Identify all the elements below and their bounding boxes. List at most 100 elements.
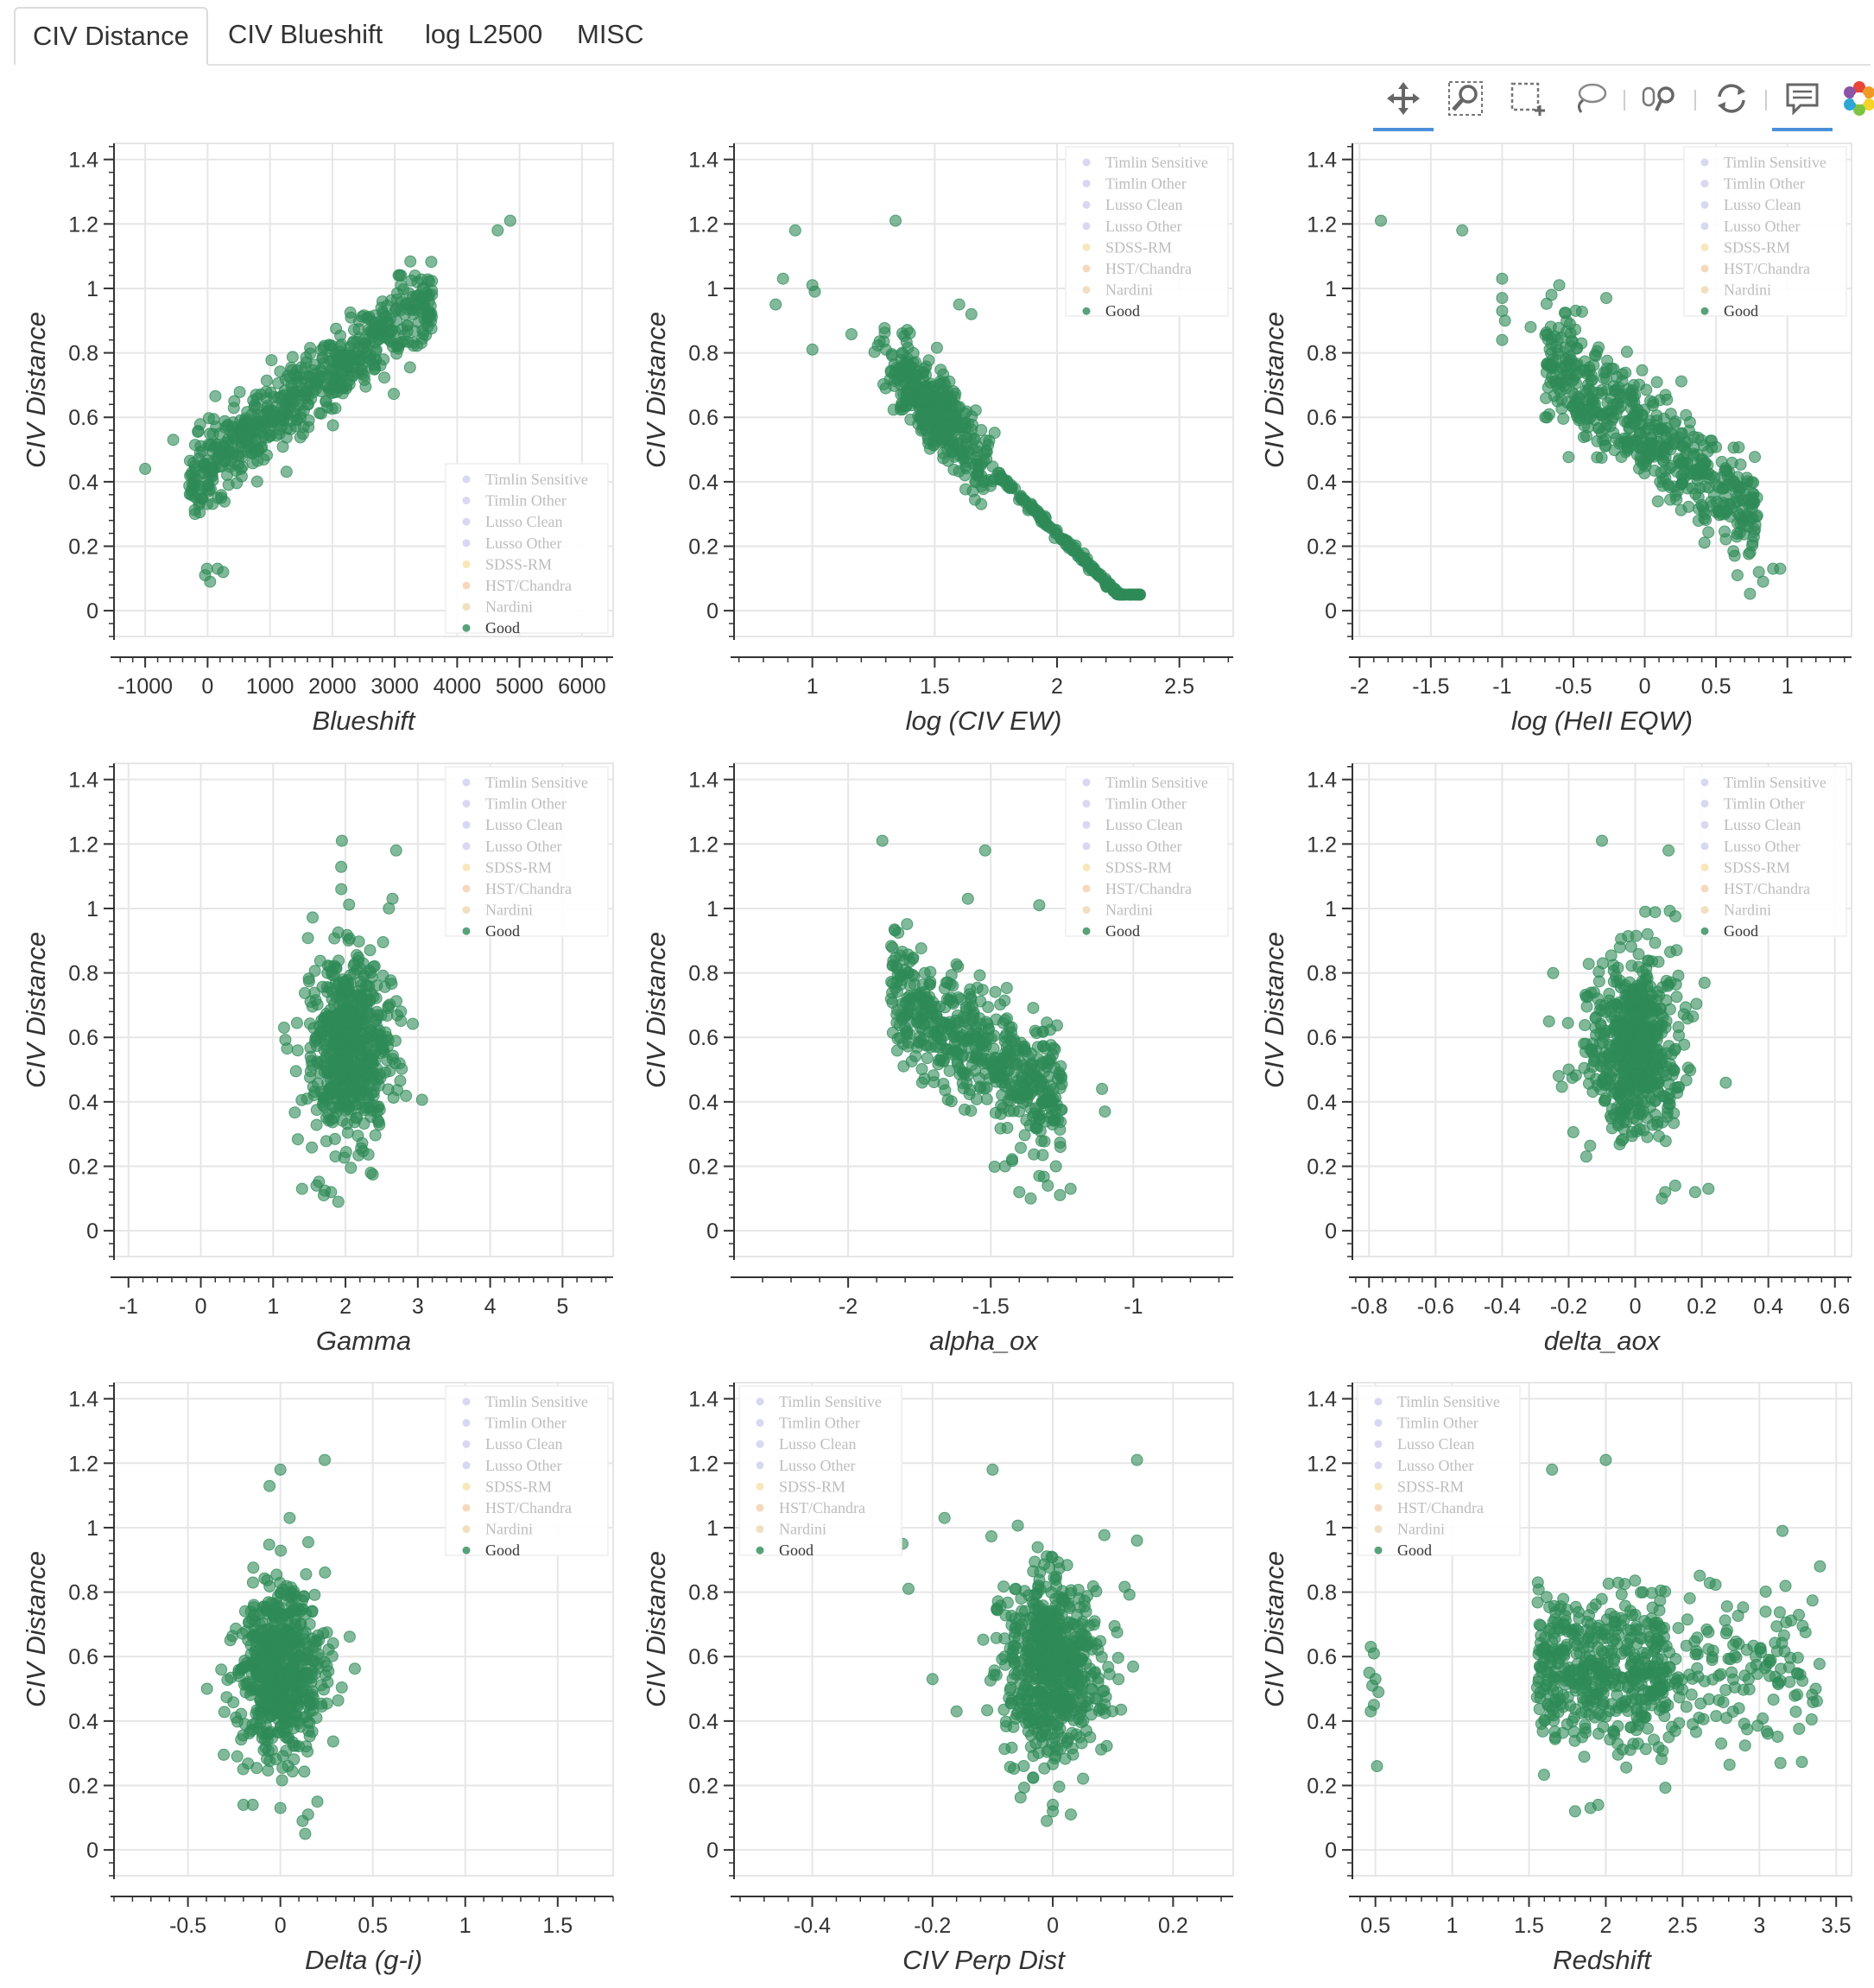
data-point bbox=[915, 942, 928, 955]
legend-marker bbox=[462, 581, 471, 590]
y-tick-label: 1.4 bbox=[688, 149, 719, 173]
data-point bbox=[889, 924, 902, 937]
legend-item-label: Lusso Other bbox=[1724, 218, 1801, 235]
tab-log-l2500[interactable]: log L2500 bbox=[425, 19, 543, 49]
data-point bbox=[1732, 441, 1745, 453]
data-point bbox=[1675, 478, 1688, 490]
data-point bbox=[364, 944, 377, 957]
data-point bbox=[258, 421, 270, 434]
legend-marker bbox=[1082, 800, 1091, 808]
data-point bbox=[1001, 1012, 1013, 1025]
plot-log-civ-ew[interactable]: 0 0.2 0.4 0.6 0.8 1 1.2 1.4 1 1.5 2 2.5 log (CIV EW)… bbox=[620, 121, 1242, 743]
plot-delta-aox[interactable]: 0 0.2 0.4 0.6 0.8 1 1.2 1.4 -0.8 -0.6 -0.4 -0.2 0 0.2… bbox=[1238, 741, 1860, 1363]
data-point bbox=[1733, 509, 1746, 522]
data-point bbox=[355, 1047, 367, 1060]
data-point bbox=[232, 1667, 245, 1680]
data-point bbox=[358, 373, 370, 386]
data-point bbox=[1660, 974, 1673, 987]
data-point bbox=[808, 285, 821, 298]
plot-alpha-ox[interactable]: 0 0.2 0.4 0.6 0.8 1 1.2 1.4 -2 -1.5 -1 alpha_ox CIV … bbox=[620, 741, 1242, 1363]
x-tick-label: 1 bbox=[1782, 674, 1794, 699]
plot-blueshift[interactable]: 0 0.2 0.4 0.6 0.8 1 1.2 1.4 -1000 0 1000 2000 3000 40… bbox=[0, 121, 622, 743]
hover-tool[interactable] bbox=[1772, 71, 1833, 131]
data-point bbox=[788, 224, 801, 237]
data-point bbox=[1592, 966, 1605, 978]
legend-marker bbox=[1700, 863, 1709, 871]
data-point bbox=[320, 1023, 333, 1036]
data-point bbox=[206, 427, 219, 440]
data-point bbox=[1642, 954, 1655, 967]
data-point bbox=[1731, 569, 1744, 582]
data-point bbox=[969, 451, 982, 464]
data-point bbox=[351, 1088, 363, 1101]
data-point bbox=[1592, 992, 1605, 1005]
plot-toolbar bbox=[1373, 71, 1874, 131]
data-point bbox=[901, 918, 914, 931]
box-select-tool[interactable] bbox=[1497, 71, 1558, 128]
legend-marker bbox=[462, 800, 471, 808]
data-point bbox=[189, 464, 202, 477]
plot-delta-g-i[interactable]: 0 0.2 0.4 0.6 0.8 1 1.2 1.4 -0.5 0 0.5 1 1.5 Delta (g… bbox=[0, 1360, 622, 1982]
legend-marker bbox=[462, 863, 471, 871]
box-zoom-tool[interactable] bbox=[1435, 71, 1496, 128]
data-point bbox=[944, 1019, 957, 1032]
legend-marker bbox=[1082, 222, 1091, 231]
data-point bbox=[332, 1694, 345, 1706]
data-point bbox=[200, 562, 213, 575]
y-tick-label: 1 bbox=[706, 897, 719, 921]
data-point bbox=[896, 946, 909, 959]
x-tick-label: -1000 bbox=[117, 674, 173, 699]
data-point bbox=[404, 255, 417, 268]
series-good-points bbox=[876, 834, 1111, 1205]
tab-civ-distance[interactable]: CIV Distance bbox=[14, 7, 208, 66]
data-point bbox=[317, 1189, 330, 1202]
plot-gamma[interactable]: 0 0.2 0.4 0.6 0.8 1 1.2 1.4 -1 0 1 2 3 4 5 Gamma CIV Dis… bbox=[0, 741, 622, 1363]
data-point bbox=[264, 386, 277, 399]
data-point bbox=[1098, 1105, 1111, 1118]
data-point bbox=[336, 387, 349, 400]
data-point bbox=[1747, 530, 1760, 543]
tab-misc[interactable]: MISC bbox=[577, 19, 644, 49]
data-point bbox=[1550, 378, 1563, 391]
y-tick-label: 0.6 bbox=[1307, 1026, 1337, 1050]
data-point bbox=[139, 462, 152, 475]
bokeh-logo[interactable] bbox=[1829, 71, 1874, 128]
legend-item-label: SDSS-RM bbox=[485, 555, 552, 573]
data-point bbox=[1668, 1081, 1681, 1094]
data-point bbox=[1666, 1068, 1679, 1081]
data-point bbox=[348, 1015, 361, 1028]
tab-civ-blueshift[interactable]: CIV Blueshift bbox=[228, 19, 383, 49]
data-point bbox=[302, 1535, 314, 1548]
legend-marker bbox=[462, 820, 471, 829]
y-tick-label: 0.8 bbox=[1307, 342, 1337, 366]
data-point bbox=[1064, 1182, 1077, 1195]
reset-tool[interactable] bbox=[1701, 71, 1762, 128]
data-point bbox=[322, 1114, 335, 1127]
data-point bbox=[274, 365, 287, 378]
lasso-select-tool[interactable] bbox=[1560, 71, 1620, 128]
data-point bbox=[1049, 1160, 1062, 1173]
data-point bbox=[1579, 364, 1592, 377]
series-good-points bbox=[1542, 834, 1732, 1205]
wheel-zoom-tool[interactable] bbox=[1630, 71, 1691, 128]
series-good-points bbox=[277, 834, 428, 1208]
y-tick-label: 0.4 bbox=[68, 471, 98, 495]
data-point bbox=[421, 273, 434, 286]
x-tick-label: 3 bbox=[412, 1295, 424, 1319]
data-point bbox=[335, 883, 348, 896]
data-point bbox=[1031, 1122, 1044, 1135]
pan-tool[interactable] bbox=[1373, 71, 1434, 131]
legend-box bbox=[1065, 146, 1229, 317]
x-tick-label: 5 bbox=[556, 1295, 568, 1319]
data-point bbox=[1539, 411, 1552, 424]
data-point bbox=[1622, 1078, 1635, 1091]
data-point bbox=[917, 1008, 930, 1021]
legend-item-label: Good bbox=[1105, 922, 1140, 940]
data-point bbox=[332, 1195, 345, 1208]
data-point bbox=[338, 1151, 351, 1164]
data-point bbox=[406, 290, 419, 303]
plot-log-heii-eqw[interactable]: 0 0.2 0.4 0.6 0.8 1 1.2 1.4 -2 -1.5 -1 -0.5 0 0.5 1 log… bbox=[1238, 121, 1860, 743]
data-point bbox=[898, 963, 911, 976]
data-point bbox=[1019, 1045, 1032, 1058]
data-point bbox=[1619, 446, 1632, 459]
